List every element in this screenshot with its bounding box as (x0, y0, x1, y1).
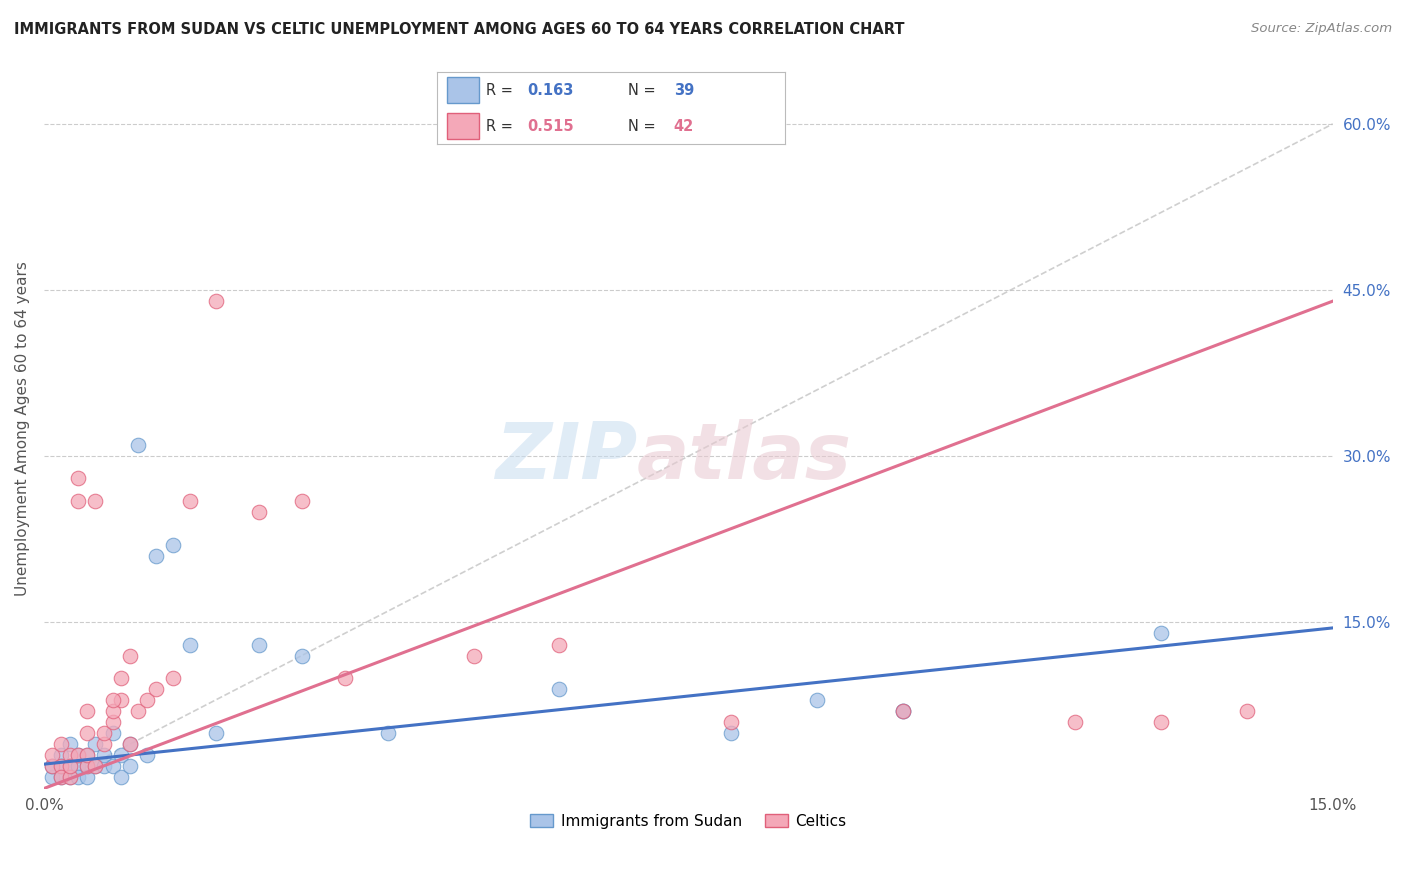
Point (548, 638, 571, 652)
Point (41, 759, 63, 773)
Point (118, 648, 141, 663)
Point (101, 726, 124, 740)
Point (333, 671, 356, 685)
Point (136, 693, 159, 707)
Point (127, 704, 149, 718)
Point (145, 549, 167, 563)
Point (49, 737, 72, 751)
Point (291, 648, 314, 663)
Legend: Immigrants from Sudan, Celtics: Immigrants from Sudan, Celtics (524, 807, 852, 835)
Point (76, 704, 98, 718)
Point (84, 493, 107, 508)
Point (162, 538, 184, 552)
Point (67, 748, 90, 763)
Point (1064, 714, 1087, 729)
Point (145, 681, 167, 696)
Point (59, 759, 82, 773)
Point (891, 704, 914, 718)
Point (891, 704, 914, 718)
Point (118, 737, 141, 751)
Point (59, 771, 82, 785)
Point (67, 493, 90, 508)
Point (720, 714, 742, 729)
Point (118, 759, 141, 773)
Point (93, 759, 115, 773)
Point (179, 638, 201, 652)
Text: Source: ZipAtlas.com: Source: ZipAtlas.com (1251, 22, 1392, 36)
Point (110, 748, 132, 763)
Point (59, 737, 82, 751)
Point (101, 693, 124, 707)
Point (1236, 704, 1258, 718)
Point (110, 771, 132, 785)
Point (118, 737, 141, 751)
Point (49, 771, 72, 785)
Text: ZIP: ZIP (495, 419, 637, 495)
Point (67, 759, 90, 773)
Point (806, 693, 828, 707)
Y-axis label: Unemployment Among Ages 60 to 64 years: Unemployment Among Ages 60 to 64 years (15, 261, 30, 596)
Point (76, 759, 98, 773)
Point (162, 671, 184, 685)
Point (59, 759, 82, 773)
Point (93, 748, 115, 763)
Text: atlas: atlas (637, 419, 852, 495)
Point (110, 671, 132, 685)
Point (247, 505, 270, 519)
Point (49, 759, 72, 773)
Point (204, 726, 226, 740)
Point (548, 681, 571, 696)
Point (41, 748, 63, 763)
Point (84, 737, 107, 751)
Point (49, 771, 72, 785)
Point (720, 726, 742, 740)
Point (110, 693, 132, 707)
Point (76, 759, 98, 773)
Point (76, 771, 98, 785)
Point (127, 438, 149, 452)
Point (67, 748, 90, 763)
Point (84, 759, 107, 773)
Point (1150, 626, 1173, 640)
Point (41, 759, 63, 773)
Point (76, 748, 98, 763)
Point (463, 648, 485, 663)
Point (67, 771, 90, 785)
Point (377, 726, 399, 740)
Point (1150, 714, 1173, 729)
Point (891, 704, 914, 718)
Point (204, 294, 226, 309)
Point (67, 471, 90, 485)
Point (101, 704, 124, 718)
Point (76, 726, 98, 740)
Point (291, 493, 314, 508)
Point (247, 638, 270, 652)
Text: IMMIGRANTS FROM SUDAN VS CELTIC UNEMPLOYMENT AMONG AGES 60 TO 64 YEARS CORRELATI: IMMIGRANTS FROM SUDAN VS CELTIC UNEMPLOY… (14, 22, 904, 37)
Point (76, 748, 98, 763)
Point (84, 759, 107, 773)
Point (93, 737, 115, 751)
Point (93, 726, 115, 740)
Point (41, 771, 63, 785)
Point (49, 759, 72, 773)
Point (59, 748, 82, 763)
Point (101, 759, 124, 773)
Point (101, 714, 124, 729)
Point (179, 493, 201, 508)
Point (59, 771, 82, 785)
Point (49, 748, 72, 763)
Point (136, 748, 159, 763)
